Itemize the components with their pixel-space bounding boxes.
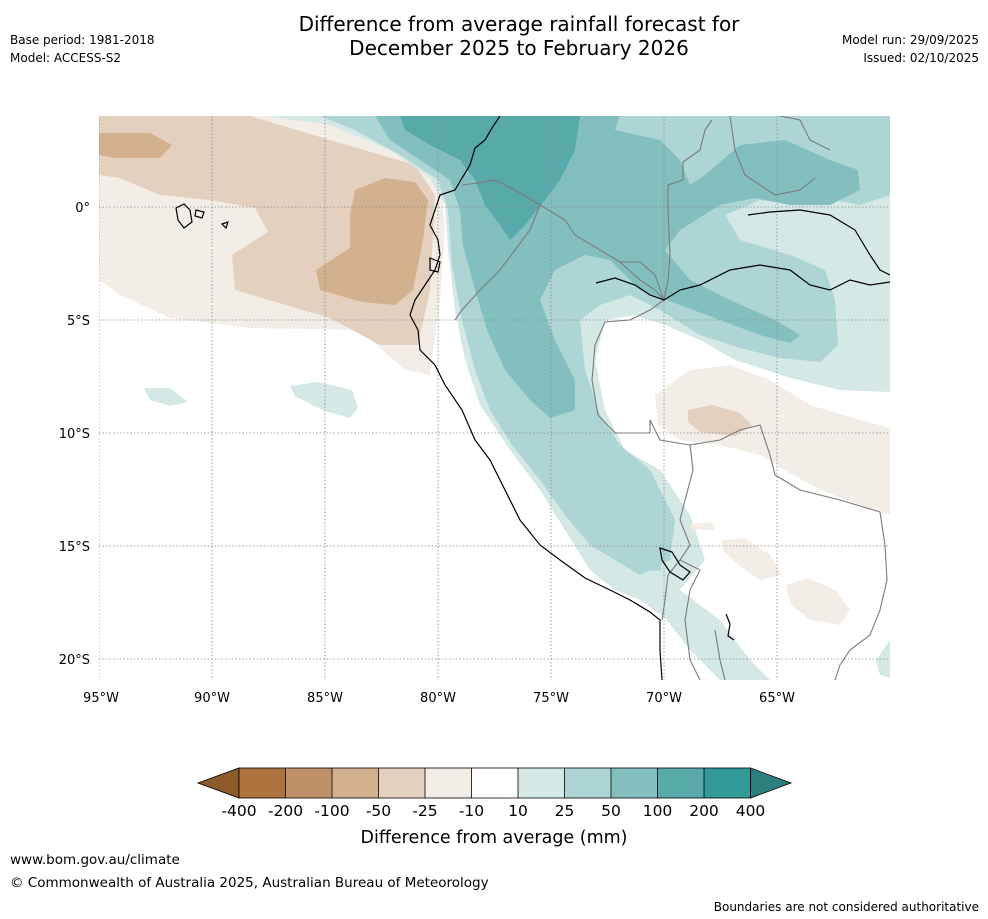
colorbar-tick: -25 [412, 802, 437, 820]
longitude-labels: 95°W 90°W 85°W 80°W 75°W 70°W 65°W [83, 691, 795, 706]
lat-label-0: 0° [75, 201, 90, 216]
colorbar: -400 -200 -100 -50 -25 -10 10 25 50 100 … [196, 767, 793, 848]
lake-titicaca [659, 547, 691, 581]
border-peru-brazil [591, 261, 665, 434]
colorbar-tick: -50 [366, 802, 391, 820]
anomaly-zone-m100-m50 [316, 178, 428, 305]
website-link[interactable]: www.bom.gov.au/climate [10, 852, 180, 868]
colorbar-bin-m100-m50 [332, 768, 379, 798]
lon-label-65w: 65°W [759, 691, 795, 706]
colorbar-tick: -200 [268, 802, 303, 820]
latitude-labels: 0° 5°S 10°S 15°S 20°S [59, 201, 90, 668]
graticule [99, 116, 890, 680]
colorbar-tick: 50 [601, 802, 621, 820]
map-area [99, 116, 890, 680]
lon-label-80w: 80°W [420, 691, 456, 706]
boundaries-disclaimer: Boundaries are not considered authoritat… [713, 900, 979, 914]
colorbar-bin-m200-m100 [285, 768, 332, 798]
border-argentina [714, 629, 726, 680]
colorbar-extend-low [196, 767, 240, 799]
anomaly-zone-p10-p25 [144, 388, 188, 406]
border-bolivia-chile [679, 559, 701, 680]
galapagos-santa-cruz [194, 209, 205, 219]
anomaly-zone-p100-p200 [400, 116, 580, 240]
colorbar-tick: 400 [736, 802, 766, 820]
river-segment [725, 613, 735, 641]
colorbar-tick: 200 [689, 802, 719, 820]
lon-label-75w: 75°W [533, 691, 569, 706]
galapagos-isabela [175, 203, 193, 229]
border-guyana [779, 116, 831, 151]
anomaly-zone-m25-m10 [722, 538, 782, 580]
colorbar-tick: 100 [643, 802, 673, 820]
border-bolivia-paraguay [834, 511, 888, 680]
colorbar-bin-p10-p25 [518, 768, 565, 798]
colorbar-tick: 10 [508, 802, 528, 820]
base-period-text: Base period: 1981-2018 [10, 33, 155, 47]
anomaly-zone-p100-p200 [758, 150, 855, 200]
colorbar-bin-m400-m200 [239, 768, 286, 798]
anomaly-zone-p10-p25 [290, 382, 358, 418]
lon-label-85w: 85°W [307, 691, 343, 706]
pacific-coastline [409, 116, 663, 680]
border-venezuela-brazil [729, 116, 816, 196]
anomaly-zone-p25-p50 [575, 482, 662, 572]
lat-label-20s: 20°S [59, 653, 90, 668]
model-text: Model: ACCESS-S2 [10, 51, 122, 65]
anomaly-zone-m100-m50 [99, 133, 172, 158]
model-run-text: Model run: 29/09/2025 [841, 33, 979, 47]
colorbar-tick-labels: -400 -200 -100 -50 -25 -10 10 25 50 100 … [221, 802, 765, 820]
colorbar-bin-p100-p200 [657, 768, 704, 798]
title-line-1: Difference from average rainfall forecas… [298, 12, 740, 36]
amazon-river [595, 264, 890, 301]
border-peru-bolivia [661, 444, 694, 621]
lon-label-95w: 95°W [83, 691, 119, 706]
lat-label-15s: 15°S [59, 540, 90, 555]
colorbar-bin-m50-m25 [378, 768, 425, 798]
rio-negro-river [747, 209, 890, 276]
colorbar-tick: -10 [459, 802, 484, 820]
anomaly-zone-m50-m25 [688, 405, 752, 436]
colorbar-bin-m10-p10 [471, 768, 518, 798]
colorbar-bin-p200-p400 [704, 768, 751, 798]
copyright-text: © Commonwealth of Australia 2025, Austra… [10, 875, 489, 891]
colorbar-bin-p25-p50 [564, 768, 611, 798]
lon-label-90w: 90°W [194, 691, 230, 706]
colorbar-bin-m25-m10 [425, 768, 472, 798]
galapagos-san-cristobal [220, 221, 229, 230]
title-line-2: December 2025 to February 2026 [349, 36, 689, 60]
anomaly-zone-m25-m10 [786, 578, 850, 625]
gulf-of-guayaquil [429, 257, 441, 273]
border-bolivia-brazil [649, 419, 881, 513]
chart-title: Difference from average rainfall forecas… [194, 12, 844, 60]
colorbar-extend-high [750, 767, 793, 799]
border-colombia-brazil [663, 119, 713, 301]
border-colombia-ecuador-peru [461, 179, 665, 301]
lat-label-5s: 5°S [67, 314, 90, 329]
coastlines [175, 116, 890, 680]
issued-text: Issued: 02/10/2025 [863, 51, 979, 65]
colorbar-tick: -400 [221, 802, 256, 820]
anomaly-zone-m25-m10 [655, 365, 890, 515]
lon-label-70w: 70°W [646, 691, 682, 706]
border-ecuador-peru [454, 204, 541, 321]
colorbar-tick: 25 [555, 802, 575, 820]
anomaly-zone-m25-m10 [690, 522, 714, 530]
colorbar-tick: -100 [314, 802, 349, 820]
country-borders [454, 116, 888, 680]
colorbar-title: Difference from average (mm) [360, 828, 627, 848]
lat-label-10s: 10°S [59, 427, 90, 442]
colorbar-dividers [238, 767, 751, 799]
colorbar-bin-p50-p100 [611, 768, 658, 798]
